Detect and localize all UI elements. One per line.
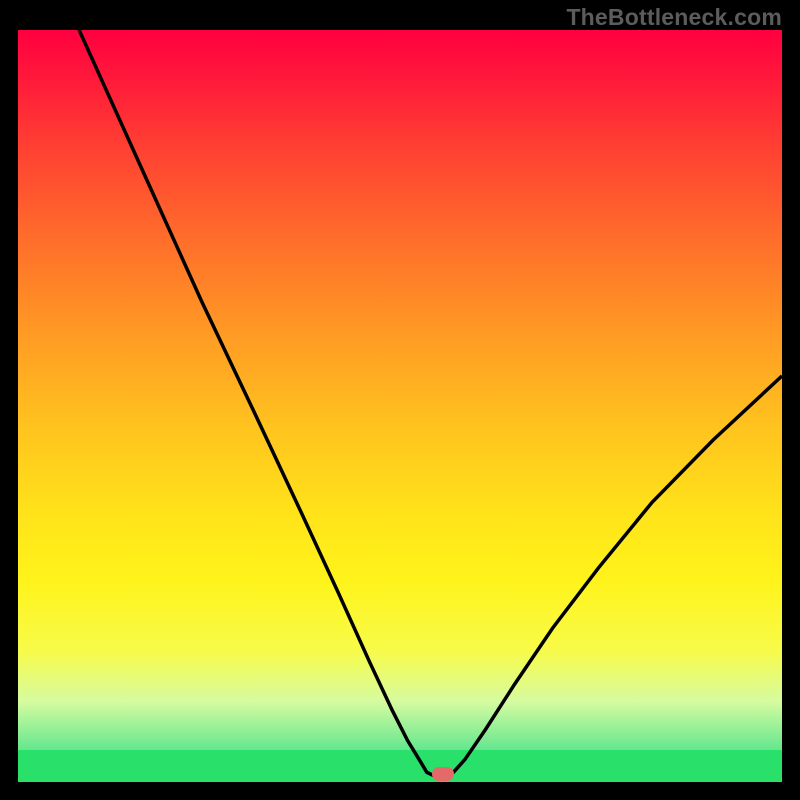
bottleneck-curve [79, 30, 782, 776]
min-marker [432, 767, 454, 781]
watermark-text: TheBottleneck.com [566, 4, 782, 31]
plot-area [18, 30, 782, 782]
curve-svg [18, 30, 782, 782]
chart-frame: TheBottleneck.com [0, 0, 800, 800]
